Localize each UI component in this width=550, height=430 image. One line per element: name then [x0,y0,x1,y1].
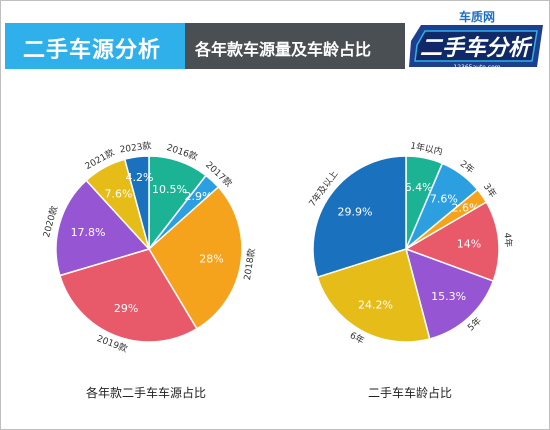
slice-value-label: 10.5% [152,183,187,196]
caption-vehicle-age: 二手车车龄占比 [368,386,453,400]
slice-value-label: 28% [199,253,223,266]
page-subtitle: 各年款车源量及车龄占比 [195,40,372,59]
caption-model-year: 各年款二手车车源占比 [86,386,207,400]
pie-slice [312,155,407,279]
slice-value-label: 29.9% [337,206,372,219]
section-tag: 二手车源分析 [5,23,185,69]
slice-value-label: 4.2% [125,171,153,184]
logo-main-text: 二手车分析 [420,35,533,61]
pie-slice [404,201,500,283]
pie-slice [316,248,431,343]
slice-value-label: 6.4% [405,181,433,194]
slice-value-label: 7.6% [430,192,458,205]
slice-value-label: 15.3% [431,290,466,303]
pie-slice [148,186,243,330]
slice-category-label: 1年以内 [409,139,443,157]
slice-value-label: 17.8% [71,226,106,239]
pie-slice [404,247,495,340]
brand-logo: 车质网 二手车分析 12365auto.com [409,9,543,71]
subtitle-bar: 各年款车源量及车龄占比 [185,23,405,69]
slice-category-label: 2023款 [119,139,152,155]
logo-top-text: 车质网 [459,9,495,24]
header-banner: 二手车源分析 各年款车源量及车龄占比 车质网 二手车分析 12365auto.c… [1,1,549,73]
pie-slice [58,248,198,343]
slice-value-label: 7.6% [105,188,133,201]
logo-sub-text: 12365auto.com [453,64,500,71]
slice-value-label: 24.2% [358,298,393,311]
pie-slice [55,179,151,277]
logo-panel [414,30,538,62]
slice-category-label: 2018款 [241,248,258,281]
pie-slice [123,155,150,250]
section-tag-text: 二手车源分析 [23,38,162,63]
slice-value-label: 29% [114,302,138,315]
slice-category-label: 4年 [501,232,514,248]
slice-value-label: 14% [457,237,481,250]
